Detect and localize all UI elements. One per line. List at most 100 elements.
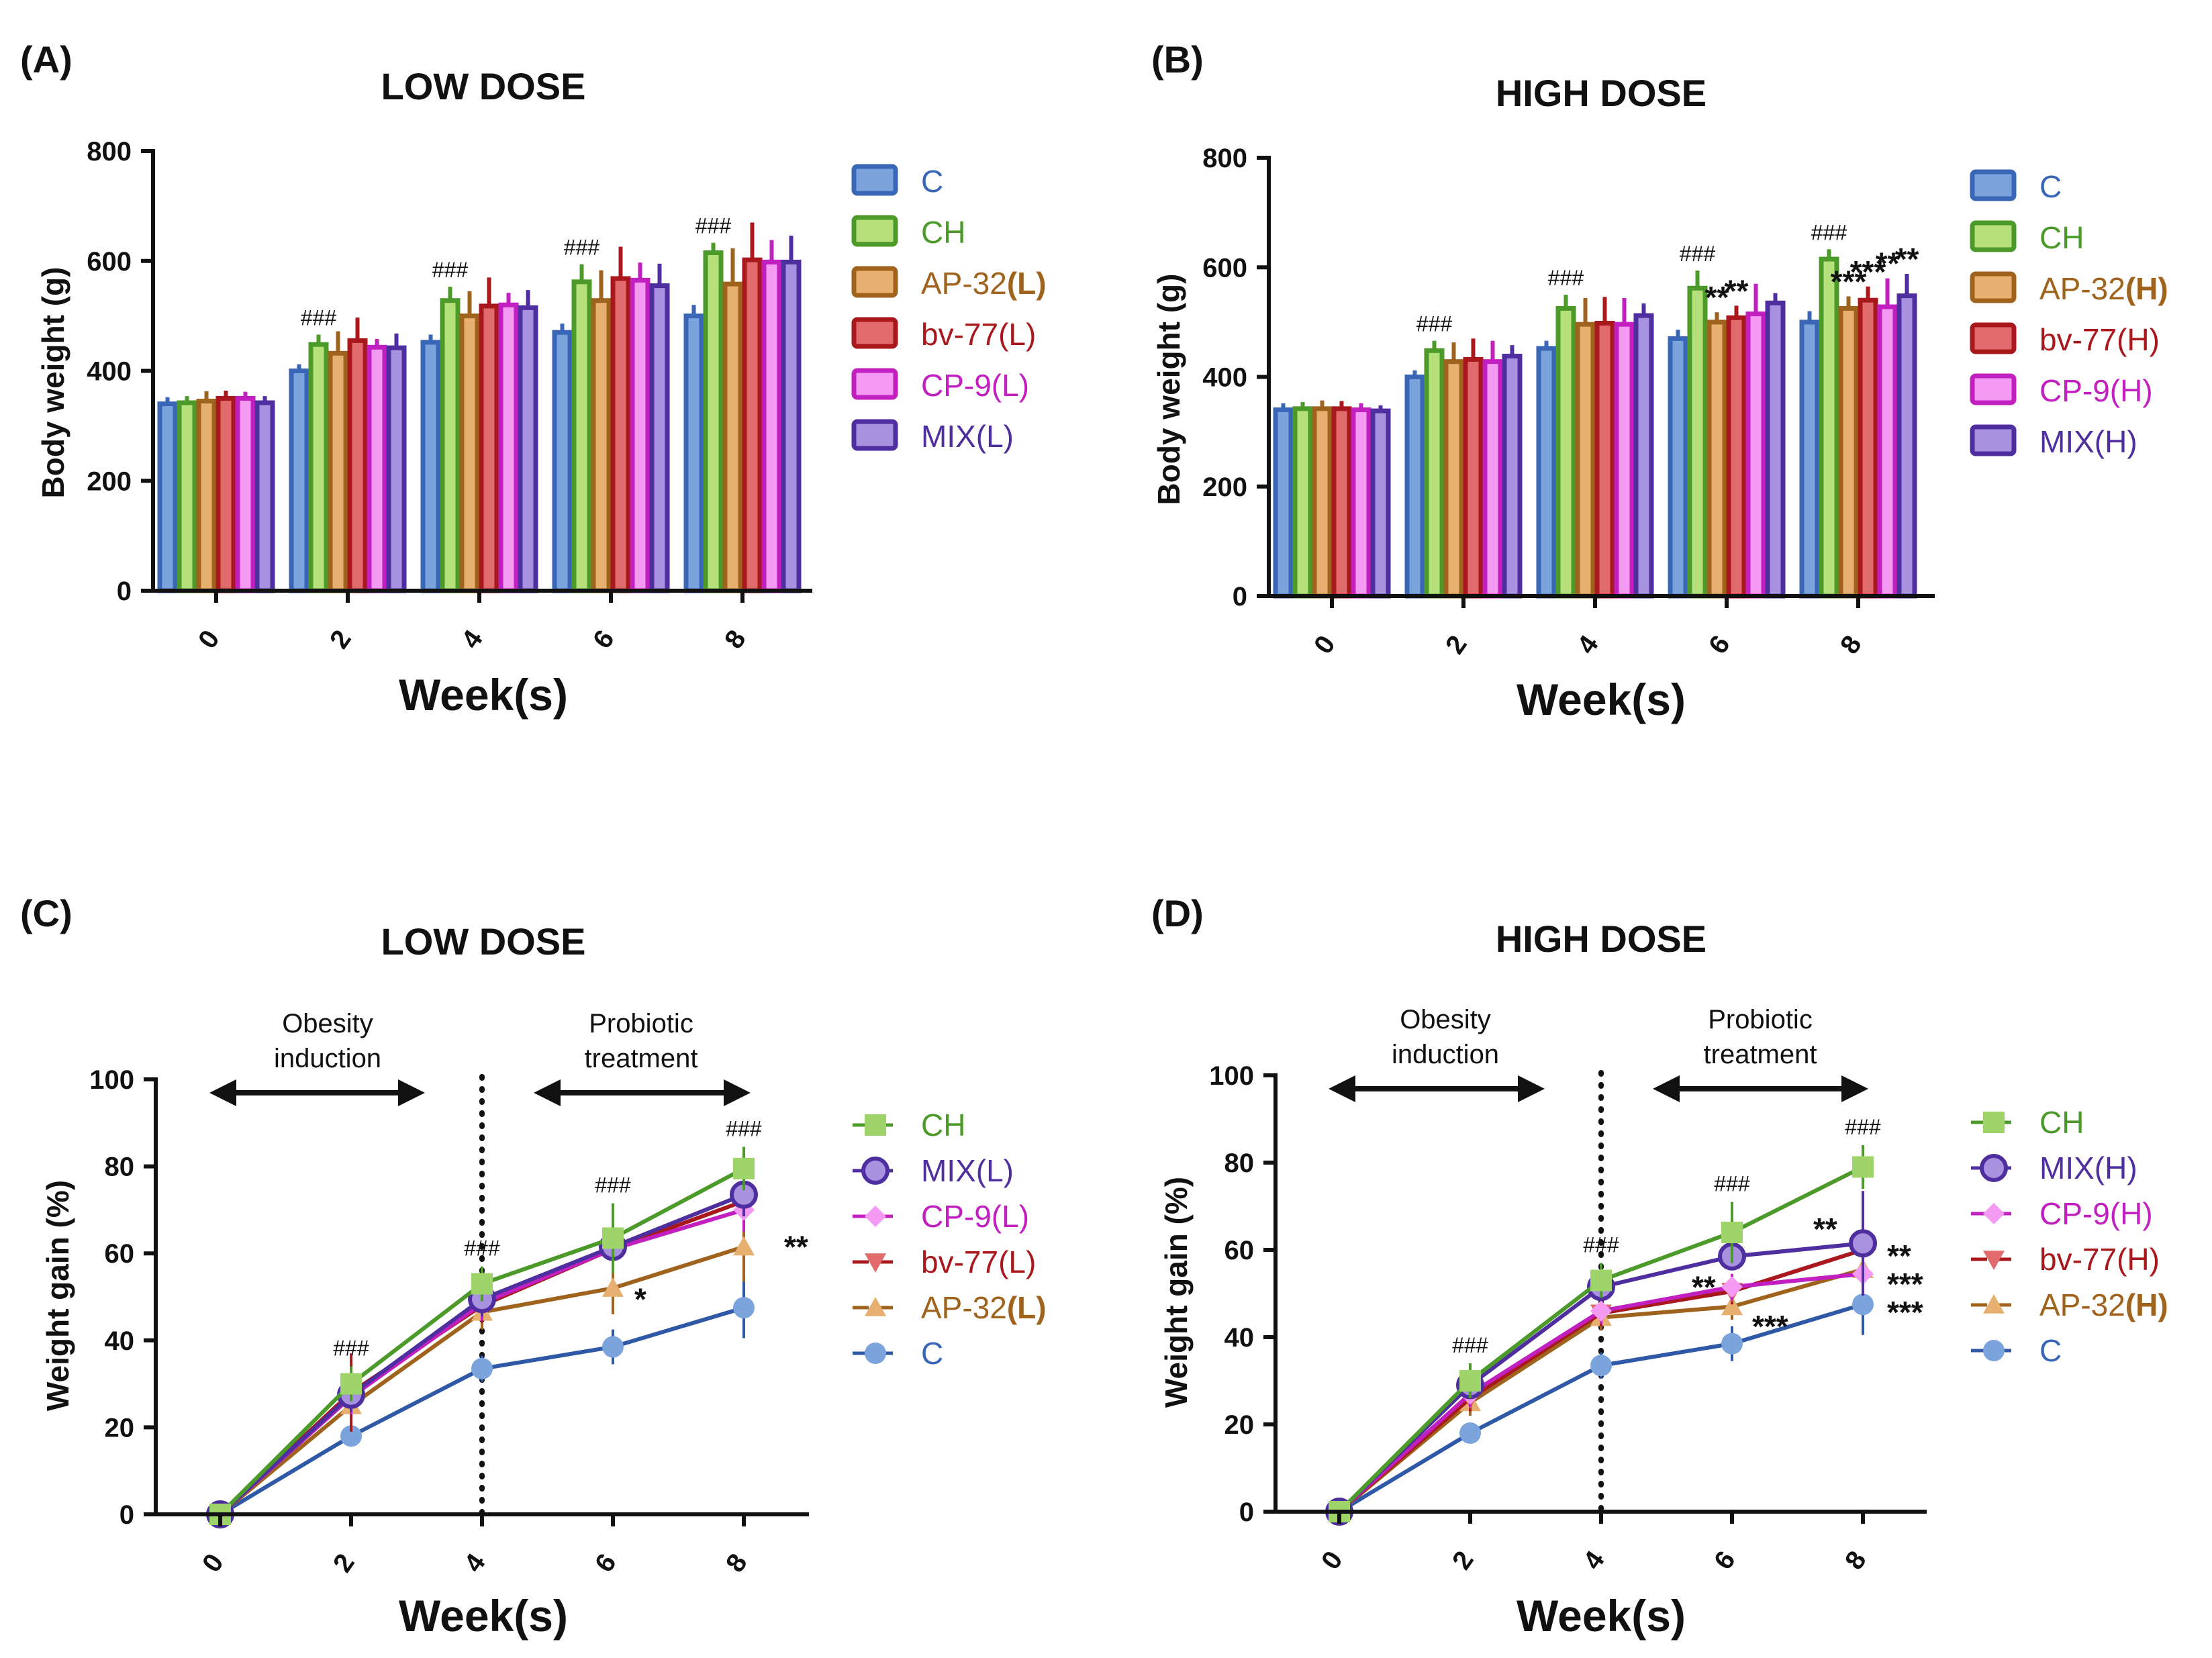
panel-a-bars (157, 222, 802, 593)
bar (1687, 285, 1708, 599)
panel-b-label: (B) (1151, 38, 1204, 81)
bar (479, 303, 499, 593)
x-tick-label: 0 (193, 625, 226, 654)
marker-circle (861, 1157, 889, 1185)
panel-a-y-axis-label: Body weight (g) (36, 267, 70, 499)
bar (571, 279, 592, 593)
bar (1292, 406, 1313, 599)
legend-label: C (921, 164, 943, 199)
annotation-left-line2: induction (274, 1044, 381, 1073)
bar (703, 250, 724, 593)
y-tick-label: 800 (1202, 144, 1247, 173)
panel-d-y-ticks: 0 20 40 60 80 100 (1209, 1061, 1254, 1527)
marker-triangle-up (865, 1297, 886, 1316)
marker-square (1983, 1112, 2005, 1133)
x-tick-label: 2 (1447, 1546, 1480, 1575)
bar (610, 276, 631, 593)
legend-label: CP-9(H) (2039, 373, 2153, 408)
hash-significance: ### (432, 258, 469, 282)
marker-circle (1980, 1154, 2008, 1182)
panel-c-legend: CH MIX(L) CP-9(L) bv-77(L) AP-32(L) C (853, 1108, 1047, 1371)
marker-triangle-down (865, 1253, 886, 1273)
bar (1877, 304, 1898, 599)
y-tick-label: 600 (1202, 253, 1247, 283)
x-tick-label: 8 (1839, 1546, 1872, 1575)
panel-d-lines (1325, 1145, 1877, 1526)
bar (1633, 313, 1654, 599)
panel-c-x-ticks: 0 2 4 6 8 (197, 1548, 753, 1577)
x-tick-label: 2 (328, 1549, 360, 1577)
x-tick-label: 4 (1572, 630, 1604, 659)
panel-b-bars (1273, 249, 1917, 599)
annotation-right-line1: Probiotic (1708, 1005, 1813, 1034)
x-tick-label: 8 (1835, 630, 1868, 659)
x-tick-label: 4 (1578, 1545, 1610, 1575)
hash-significance: ### (595, 1173, 631, 1198)
panel-d-x-ticks: 0 2 4 6 8 (1316, 1545, 1872, 1575)
bar (308, 342, 329, 593)
legend-label: CP-9(H) (2039, 1196, 2153, 1231)
legend-label: MIX(H) (2039, 1151, 2137, 1185)
panel-d-hash-labels: ### ### ### ### (1452, 1115, 1881, 1357)
marker-triangle-up (1721, 1296, 1743, 1316)
panel-c-y-ticks: 0 20 40 60 80 100 (89, 1065, 134, 1530)
legend-label: AP-32(L) (921, 1290, 1047, 1325)
legend-label: bv-77(H) (2039, 1242, 2160, 1277)
legend-label: CH (2039, 1105, 2084, 1140)
legend-label: C (2039, 1333, 2062, 1368)
bar (347, 338, 368, 593)
marker-square (1590, 1269, 1612, 1291)
y-tick-label: 60 (1224, 1236, 1255, 1265)
bar (328, 350, 348, 593)
y-tick-label: 0 (119, 1500, 134, 1530)
panel-c-x-axis-label: Week(s) (399, 1591, 568, 1641)
marker-dot (602, 1336, 624, 1358)
star-significance: ** (1705, 280, 1729, 315)
star-significance: *** (1752, 1309, 1788, 1344)
double-arrow-probiotic-treatment (1653, 1075, 1868, 1102)
marker-dot (1983, 1340, 2005, 1361)
double-arrow-obesity-induction (1329, 1075, 1545, 1102)
bar (1668, 336, 1688, 599)
star-significance: ** (1887, 1238, 1911, 1273)
panel-a-title: LOW DOSE (381, 65, 586, 107)
bar (215, 395, 236, 593)
panel-b-y-ticks: 0 200 400 600 800 (1202, 144, 1247, 612)
legend-label: MIX(L) (921, 419, 1014, 454)
marker-diamond (1721, 1276, 1743, 1298)
bar (722, 281, 743, 593)
legend-swatch (1970, 373, 2017, 405)
bar (254, 400, 275, 593)
legend-label: bv-77(H) (2039, 322, 2160, 357)
annotation-right-line2: treatment (585, 1044, 698, 1073)
bar (1726, 315, 1747, 599)
panel-c-label: (C) (20, 892, 73, 934)
marker-square (733, 1157, 755, 1179)
x-tick-label: 6 (589, 1549, 622, 1577)
marker-diamond (1590, 1300, 1612, 1322)
bar (1819, 256, 1839, 599)
legend-label: MIX(H) (2039, 424, 2137, 459)
marker-dot (1590, 1355, 1612, 1377)
marker-square (1459, 1370, 1481, 1392)
y-tick-label: 60 (105, 1239, 135, 1269)
panel-a: (A) LOW DOSE Body weight (g) Week(s) 020… (20, 38, 1047, 720)
hash-significance: ### (1680, 242, 1716, 266)
bar (1536, 346, 1557, 599)
y-tick-label: 0 (1233, 582, 1247, 612)
panel-c-lines (206, 1147, 758, 1528)
legend-swatch (1970, 220, 2017, 252)
x-tick-label: 2 (1440, 630, 1473, 659)
marker-triangle-down (1983, 1251, 2005, 1270)
legend-label: AP-32(H) (2039, 1287, 2168, 1322)
x-tick-label: 4 (459, 1548, 491, 1577)
y-tick-label: 600 (87, 247, 132, 277)
bar (1424, 348, 1445, 599)
bar (157, 401, 178, 593)
marker-dot (1721, 1332, 1743, 1355)
bar (649, 283, 670, 593)
x-tick-label: 0 (197, 1549, 230, 1577)
bar (1351, 407, 1372, 599)
marker-triangle-up (733, 1236, 755, 1256)
marker-triangle-up (1983, 1294, 2005, 1314)
